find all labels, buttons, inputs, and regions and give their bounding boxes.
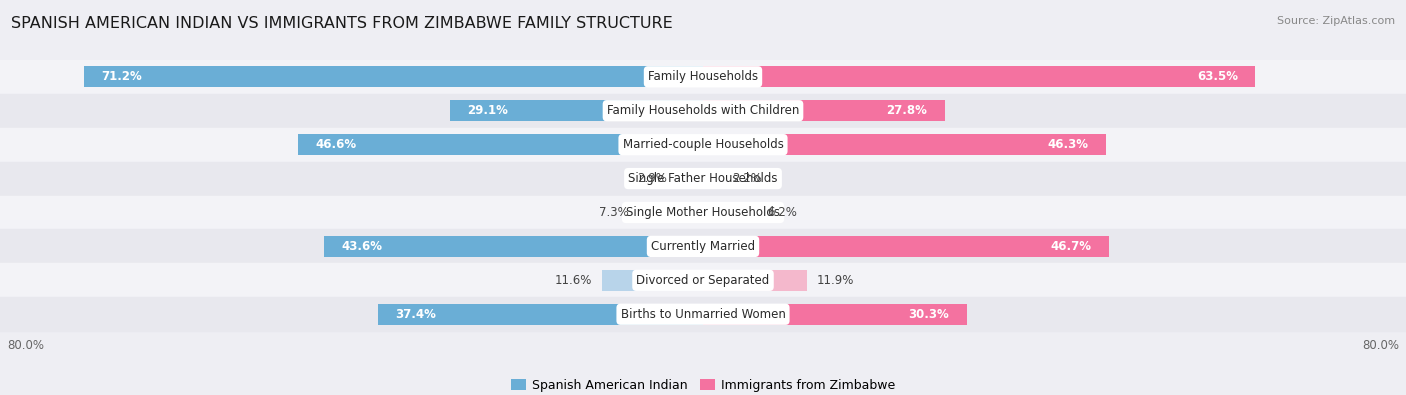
Bar	[0, 128, 1406, 162]
Bar	[703, 202, 756, 223]
Bar	[0, 229, 1406, 263]
Text: 27.8%: 27.8%	[887, 104, 928, 117]
Bar	[703, 168, 723, 189]
Bar	[602, 270, 703, 291]
Bar	[640, 202, 703, 223]
Text: 71.2%: 71.2%	[101, 70, 142, 83]
Text: 2.9%: 2.9%	[637, 172, 668, 185]
Bar	[0, 196, 1406, 229]
Text: Single Mother Households: Single Mother Households	[626, 206, 780, 219]
Bar	[703, 134, 1105, 155]
Text: 6.2%: 6.2%	[768, 206, 797, 219]
Bar	[298, 134, 703, 155]
Text: SPANISH AMERICAN INDIAN VS IMMIGRANTS FROM ZIMBABWE FAMILY STRUCTURE: SPANISH AMERICAN INDIAN VS IMMIGRANTS FR…	[11, 16, 673, 31]
Bar	[0, 162, 1406, 196]
Text: 80.0%: 80.0%	[1362, 339, 1399, 352]
Text: 7.3%: 7.3%	[599, 206, 628, 219]
Text: Currently Married: Currently Married	[651, 240, 755, 253]
Bar	[703, 304, 966, 325]
Text: Single Father Households: Single Father Households	[628, 172, 778, 185]
Text: Divorced or Separated: Divorced or Separated	[637, 274, 769, 287]
Text: 37.4%: 37.4%	[395, 308, 436, 321]
Bar	[83, 66, 703, 87]
Bar	[323, 236, 703, 257]
Bar	[0, 60, 1406, 94]
Bar	[703, 236, 1109, 257]
Bar	[0, 263, 1406, 297]
Text: 46.6%: 46.6%	[315, 138, 356, 151]
Text: 29.1%: 29.1%	[467, 104, 508, 117]
Text: Source: ZipAtlas.com: Source: ZipAtlas.com	[1277, 16, 1395, 26]
Bar	[678, 168, 703, 189]
Bar	[0, 297, 1406, 331]
Text: 2.2%: 2.2%	[733, 172, 762, 185]
Text: 46.3%: 46.3%	[1047, 138, 1088, 151]
Bar	[703, 100, 945, 121]
Bar	[378, 304, 703, 325]
Text: Births to Unmarried Women: Births to Unmarried Women	[620, 308, 786, 321]
Bar	[0, 94, 1406, 128]
Text: 80.0%: 80.0%	[7, 339, 44, 352]
Text: 11.6%: 11.6%	[554, 274, 592, 287]
Legend: Spanish American Indian, Immigrants from Zimbabwe: Spanish American Indian, Immigrants from…	[506, 374, 900, 395]
Text: Family Households: Family Households	[648, 70, 758, 83]
Text: Married-couple Households: Married-couple Households	[623, 138, 783, 151]
Bar	[450, 100, 703, 121]
Bar	[703, 270, 807, 291]
Text: 43.6%: 43.6%	[342, 240, 382, 253]
Text: Family Households with Children: Family Households with Children	[607, 104, 799, 117]
Bar	[703, 66, 1256, 87]
Text: 30.3%: 30.3%	[908, 308, 949, 321]
Text: 63.5%: 63.5%	[1197, 70, 1239, 83]
Text: 46.7%: 46.7%	[1050, 240, 1092, 253]
Text: 11.9%: 11.9%	[817, 274, 855, 287]
